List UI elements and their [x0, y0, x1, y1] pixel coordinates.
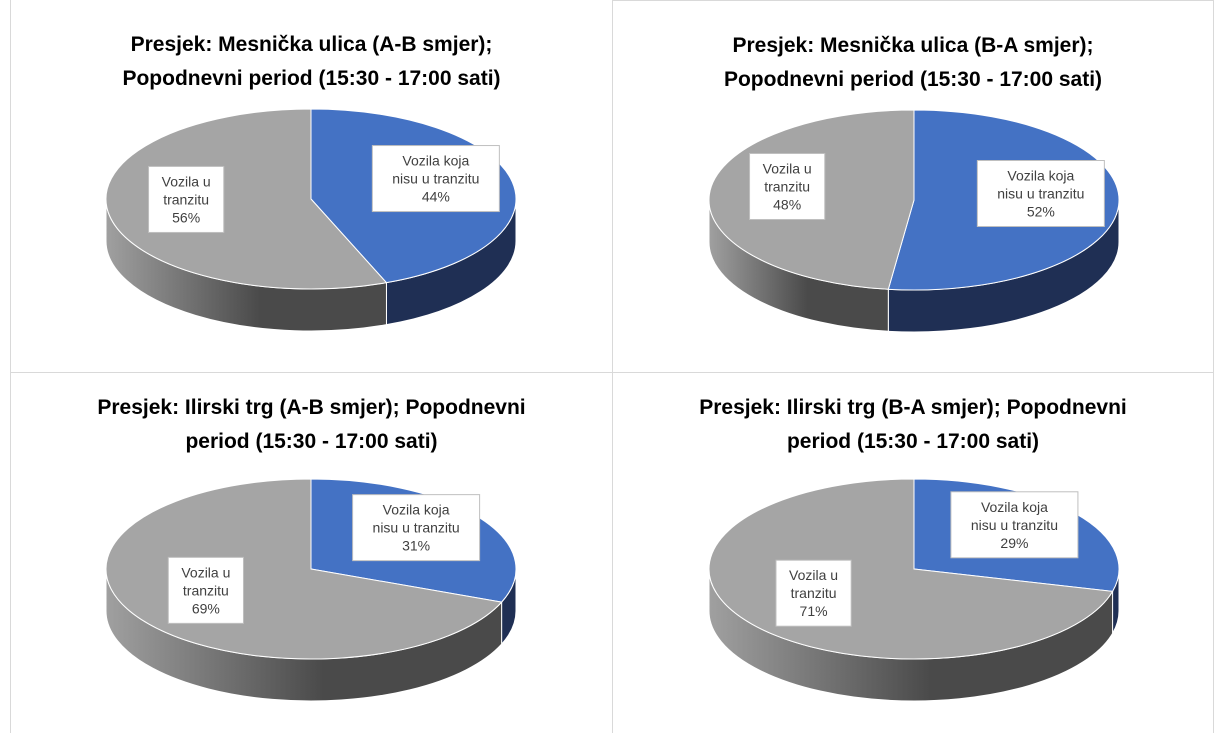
data-label-text: Vozila u	[162, 173, 211, 189]
data-label-2: Vozila u tranzitu 69%	[167, 556, 244, 624]
chart-title: Presjek: Mesnička ulica (B-A smjer); Pop…	[613, 29, 1213, 97]
chart-title-line-1: Presjek: Mesnička ulica (B-A smjer);	[732, 34, 1094, 57]
data-label-box	[775, 559, 852, 627]
pie-chart-1: Vozila koja nisu u tranzitu 44% Vozila u tra…	[105, 108, 517, 332]
data-label-2: Vozila u tranzitu 71%	[775, 559, 852, 627]
data-label-1: Vozila koja nisu u tranzitu 31%	[352, 494, 481, 562]
data-label-box	[148, 165, 225, 233]
chart-title-line-2: period (15:30 - 17:00 sati)	[185, 430, 438, 453]
chart-panel-2: Presjek: Mesnička ulica (B-A smjer); Pop…	[613, 0, 1214, 373]
data-label-2: Vozila u tranzitu 56%	[148, 165, 225, 233]
data-label-text: Vozila koja	[383, 502, 450, 518]
data-label-value: 31%	[402, 538, 430, 554]
chart-panel-1: Presjek: Mesnička ulica (A-B smjer); Pop…	[10, 0, 613, 373]
data-label-1: Vozila koja nisu u tranzitu 44%	[371, 145, 500, 213]
data-label-value: 56%	[172, 209, 200, 225]
data-label-text: nisu u tranzitu	[392, 171, 479, 187]
data-label-box	[976, 160, 1105, 228]
pie-chart-4: Vozila koja nisu u tranzitu 29% Vozila u tra…	[708, 478, 1120, 702]
data-label-text: Vozila koja	[402, 153, 469, 169]
data-label-1: Vozila koja nisu u tranzitu 29%	[950, 491, 1079, 559]
data-label-text: tranzitu	[183, 582, 229, 598]
chart-title-line-2: Popodnevni period (15:30 - 17:00 sati)	[122, 67, 501, 90]
data-label-value: 71%	[800, 603, 828, 619]
chart-title-line-1: Presjek: Ilirski trg (B-A smjer); Popodn…	[699, 396, 1127, 419]
data-label-value: 69%	[192, 600, 220, 616]
data-label-value: 48%	[773, 196, 801, 212]
chart-title-line-2: period (15:30 - 17:00 sati)	[786, 430, 1040, 453]
data-label-1: Vozila koja nisu u tranzitu 52%	[976, 160, 1105, 228]
chart-title-line-2: Popodnevni period (15:30 - 17:00 sati)	[723, 68, 1103, 91]
data-label-value: 44%	[422, 189, 450, 205]
chart-title-line-1: Presjek: Mesnička ulica (A-B smjer);	[130, 33, 493, 56]
data-label-value: 29%	[1000, 535, 1028, 551]
chart-title: Presjek: Mesnička ulica (A-B smjer); Pop…	[11, 28, 612, 96]
pie-chart-3: Vozila koja nisu u tranzitu 31% Vozila u tra…	[105, 478, 517, 702]
data-label-text: tranzitu	[163, 191, 209, 207]
data-label-box	[167, 556, 244, 624]
data-label-text: Vozila u	[789, 567, 838, 583]
data-label-text: tranzitu	[764, 178, 810, 194]
data-label-box	[749, 152, 826, 220]
pie-slice-2	[105, 108, 388, 290]
data-label-text: Vozila koja	[1007, 168, 1074, 184]
data-label-value: 52%	[1027, 204, 1055, 220]
chart-title-line-1: Presjek: Ilirski trg (A-B smjer); Popodn…	[97, 396, 526, 419]
data-label-text: nisu u tranzitu	[971, 517, 1058, 533]
data-label-text: nisu u tranzitu	[373, 520, 460, 536]
data-label-box	[371, 145, 500, 213]
data-label-text: Vozila koja	[981, 499, 1048, 515]
data-label-text: Vozila u	[181, 564, 230, 580]
chart-panel-3: Presjek: Ilirski trg (A-B smjer); Popodn…	[10, 373, 613, 733]
data-label-text: nisu u tranzitu	[997, 186, 1084, 202]
chart-panel-4: Presjek: Ilirski trg (B-A smjer); Popodn…	[613, 373, 1214, 733]
pie-chart-2: Vozila koja nisu u tranzitu 52% Vozila u tra…	[708, 109, 1120, 333]
data-label-box	[950, 491, 1079, 559]
data-label-text: Vozila u	[763, 160, 812, 176]
chart-title: Presjek: Ilirski trg (B-A smjer); Popodn…	[613, 391, 1213, 459]
data-label-box	[352, 494, 481, 562]
data-label-2: Vozila u tranzitu 48%	[749, 152, 826, 220]
chart-title: Presjek: Ilirski trg (A-B smjer); Popodn…	[11, 391, 612, 459]
data-label-text: tranzitu	[791, 585, 837, 601]
